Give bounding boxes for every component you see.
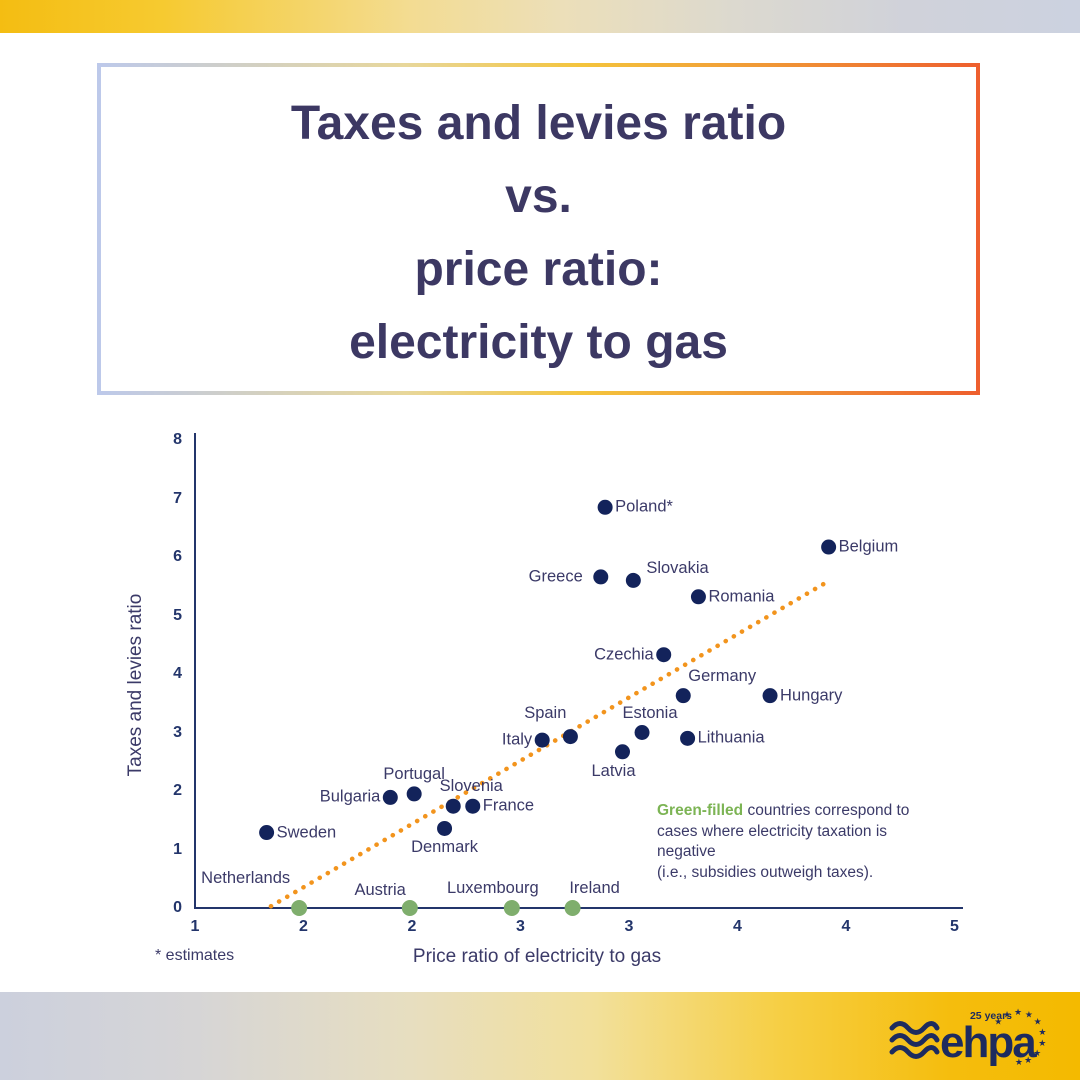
point-label: Czechia	[594, 645, 654, 664]
x-tick-label: 3	[624, 918, 634, 935]
point-label: Netherlands	[201, 869, 291, 887]
annotation-text: countries correspond to	[743, 802, 910, 819]
data-point-netherlands	[291, 900, 308, 916]
data-point-belgium	[821, 539, 837, 555]
brand-text: ehpa	[940, 1018, 1037, 1067]
annotation-text: negative	[657, 843, 716, 860]
page-title-line: price ratio:	[414, 243, 663, 296]
star-icon: ★	[1014, 1007, 1022, 1017]
point-label: Spain	[524, 703, 567, 722]
y-tick-label: 7	[173, 489, 182, 507]
data-point-luxembourg	[503, 900, 520, 916]
star-icon: ★	[1024, 1055, 1032, 1065]
point-label: Denmark	[411, 838, 479, 857]
wave-icon	[889, 1021, 940, 1059]
data-point-denmark	[437, 820, 453, 836]
x-axis-title: Price ratio of electricity to gas	[412, 946, 662, 967]
title-box: Taxes and levies ratio vs. price ratio: …	[97, 63, 980, 395]
y-tick-label: 2	[173, 782, 182, 799]
star-icon: ★	[1015, 1057, 1023, 1067]
data-point-ireland	[564, 900, 581, 916]
x-tick-label: 1	[190, 918, 200, 935]
data-point-france	[465, 798, 481, 814]
page-title-line: Taxes and levies ratio	[290, 97, 787, 150]
y-axis-title: Taxes and levies ratio	[125, 593, 146, 777]
data-point-italy	[534, 732, 550, 748]
data-point-sweden	[259, 825, 275, 841]
x-tick-label: 4	[733, 918, 742, 935]
star-icon: ★	[1038, 1038, 1046, 1048]
point-label: France	[482, 796, 535, 815]
point-label: Sweden	[276, 823, 337, 842]
data-point-slovakia	[625, 572, 641, 588]
badge-text: 25 years	[970, 1010, 1012, 1022]
point-label: Latvia	[591, 761, 636, 780]
x-tick-label: 3	[516, 918, 525, 935]
data-point-lithuania	[680, 730, 696, 746]
data-point-slovenia	[445, 798, 461, 814]
point-label: Romania	[708, 587, 775, 606]
point-label: Luxembourg	[446, 879, 539, 897]
point-label: Greece	[528, 567, 583, 586]
eu-stars-icon: ★★ ★ ★★★★★★★	[994, 1007, 1046, 1067]
x-tick-label: 2	[407, 918, 417, 935]
data-point-estonia	[634, 725, 650, 740]
y-tick-label: 6	[173, 548, 182, 565]
point-label: Poland*	[615, 497, 673, 516]
annotation-text: (i.e., subsidies outweigh taxes).	[657, 863, 874, 881]
star-icon: ★	[1033, 1048, 1041, 1058]
data-point-greece	[593, 569, 609, 585]
point-label: Austria	[354, 881, 406, 899]
data-point-portugal	[406, 786, 422, 802]
page-title-line: electricity to gas	[349, 316, 728, 369]
y-tick-label: 8	[173, 431, 182, 448]
point-label: Bulgaria	[319, 787, 381, 806]
annotation-text: cases where electricity taxation is	[657, 822, 888, 840]
ehpa-logo: ehpa 25 years ★★ ★ ★★★★★★★	[889, 1007, 1046, 1067]
star-icon: ★	[1034, 1017, 1042, 1027]
point-label: Estonia	[622, 703, 678, 722]
top-gradient-bar	[0, 0, 1080, 33]
point-label: Belgium	[838, 537, 899, 556]
data-point-bulgaria	[382, 789, 398, 805]
point-label: Italy	[501, 730, 533, 749]
y-tick-label: 4	[173, 665, 182, 682]
green-filled-annotation: Green-filled countries correspond to case…	[657, 801, 942, 883]
y-tick-label: 1	[173, 840, 182, 858]
page-title-line: vs.	[505, 170, 572, 223]
x-tick-label: 2	[299, 918, 308, 935]
point-label: Portugal	[383, 764, 445, 783]
data-point-latvia	[614, 744, 630, 760]
point-label: Ireland	[569, 879, 620, 897]
x-tick-label: 5	[950, 918, 959, 935]
data-point-romania	[690, 589, 706, 605]
star-icon: ★	[1003, 1010, 1011, 1020]
x-tick-label: 4	[841, 918, 851, 935]
point-label: Lithuania	[697, 728, 765, 747]
data-point-austria	[401, 900, 418, 916]
data-point-poland	[597, 499, 613, 515]
data-point-czechia	[656, 647, 672, 663]
point-label: Slovenia	[439, 777, 503, 796]
annotation-highlight: Green-filled	[657, 802, 744, 819]
data-point-germany	[675, 688, 691, 704]
star-icon: ★	[1025, 1010, 1033, 1020]
y-tick-label: 0	[173, 899, 182, 916]
y-tick-label: 3	[173, 723, 182, 741]
data-point-spain	[562, 729, 578, 745]
point-label: Slovakia	[646, 559, 709, 578]
y-tick-label: 5	[173, 606, 182, 624]
point-label: Hungary	[780, 686, 843, 705]
star-icon: ★	[994, 1017, 1002, 1027]
data-point-hungary	[762, 688, 778, 704]
star-icon: ★	[1038, 1027, 1046, 1037]
point-label: Germany	[688, 666, 757, 685]
estimates-footnote: * estimates	[155, 947, 235, 964]
